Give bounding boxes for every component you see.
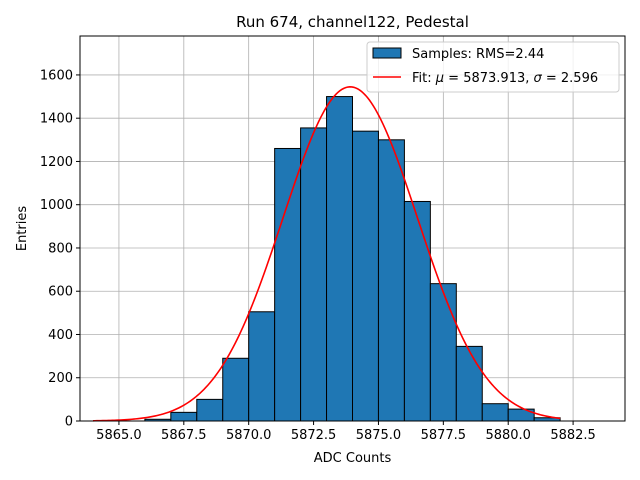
axes-frame: [79, 35, 626, 422]
y-tick-label: 1000: [40, 198, 73, 213]
legend-samples-swatch: [372, 47, 402, 59]
histogram-bar: [455, 345, 483, 422]
histogram-bar: [352, 130, 379, 422]
histogram-bar: [481, 403, 509, 422]
legend-fit-prefix: Fit:: [412, 71, 436, 86]
legend-box: [366, 41, 620, 93]
legend-mu-value: = 5873.913,: [444, 71, 533, 86]
legend-sigma-value: = 2.596: [542, 71, 598, 86]
x-tick-label: 5875.0: [356, 428, 402, 443]
histogram-bar: [248, 311, 276, 422]
histogram-bar: [274, 147, 302, 422]
histogram-bar: [326, 96, 353, 422]
y-tick-label: 1400: [40, 112, 73, 127]
histogram-bar: [196, 398, 224, 422]
y-tick-label: 600: [48, 285, 73, 300]
histogram-bar: [222, 357, 250, 422]
x-tick-label: 5880.0: [485, 428, 531, 443]
gaussian-fit-line: [92, 86, 561, 422]
legend-mu-symbol: μ: [435, 71, 444, 86]
y-tick-label: 200: [48, 371, 73, 386]
y-tick-label: 400: [48, 328, 73, 343]
x-tick-label: 5872.5: [291, 428, 337, 443]
x-tick-label: 5867.5: [161, 428, 207, 443]
histogram-bar: [403, 200, 431, 422]
legend-samples-label: Samples: RMS=2.44: [412, 47, 544, 62]
legend-sigma-symbol: σ: [534, 71, 543, 86]
x-axis-label: ADC Counts: [314, 451, 392, 466]
y-tick-label: 1200: [40, 155, 73, 170]
y-axis-ticks: 0 200 400 600 800 1000 1200 1400 1600: [40, 68, 80, 430]
histogram-bar: [300, 127, 328, 422]
y-tick-label: 1600: [40, 68, 73, 83]
y-tick-label: 800: [48, 241, 73, 256]
histogram-bar: [377, 139, 405, 422]
y-tick-label: 0: [65, 415, 73, 430]
y-axis-label: Entries: [15, 206, 30, 252]
chart-title: Run 674, channel122, Pedestal: [236, 13, 469, 31]
x-tick-label: 5870.0: [226, 428, 272, 443]
x-tick-label: 5865.0: [96, 428, 142, 443]
legend-fit-label: Fit: μ = 5873.913, σ = 2.596: [412, 71, 598, 86]
x-tick-label: 5877.5: [421, 428, 467, 443]
x-axis-ticks: 5865.0 5867.5 5870.0 5872.5 5875.0 5877.5 5880…: [96, 421, 596, 443]
histogram-bar: [170, 411, 198, 422]
histogram-bars: [144, 96, 561, 422]
histogram-bar: [429, 283, 457, 422]
legend: Samples: RMS=2.44 Fit: μ = 5873.913, σ =…: [366, 41, 620, 93]
x-tick-label: 5882.5: [550, 428, 596, 443]
